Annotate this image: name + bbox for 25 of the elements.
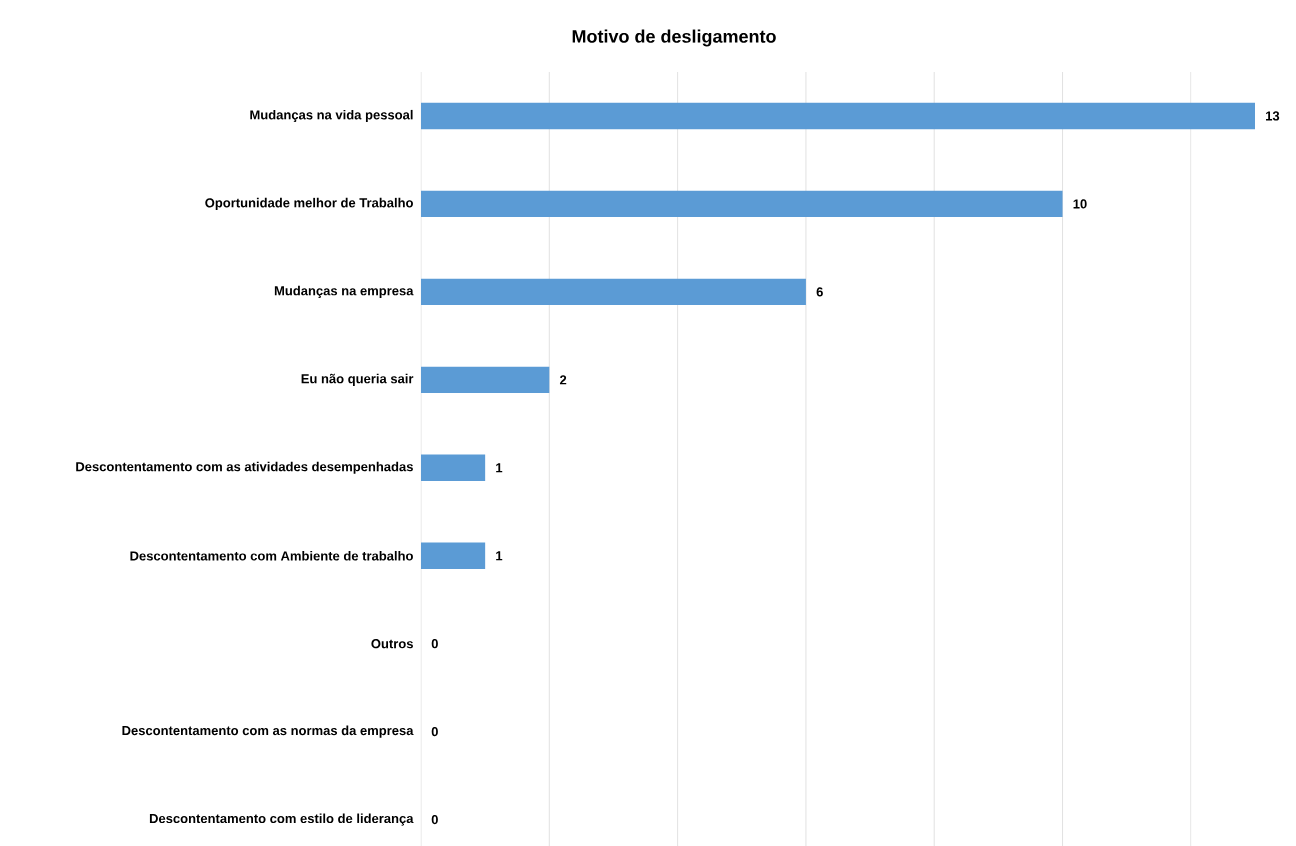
y-tick-label: Mudanças na vida pessoal xyxy=(250,109,413,123)
y-tick-label: Descontentamento com as atividades desempenhadas xyxy=(76,461,413,474)
data-label: 0 xyxy=(431,814,438,825)
data-label: 0 xyxy=(431,639,438,649)
y-tick-label: Eu não queria sair xyxy=(301,373,414,386)
data-label: 6 xyxy=(816,287,823,297)
data-label: 1 xyxy=(496,463,503,473)
data-label: 10 xyxy=(1073,199,1087,209)
y-tick-label: Descontentamento com estilo de liderança xyxy=(149,813,414,826)
data-label: 0 xyxy=(431,727,438,737)
data-label: 1 xyxy=(496,551,503,561)
y-tick-label: Oportunidade melhor de Trabalho xyxy=(205,197,413,210)
bar xyxy=(421,542,486,569)
chart-title: Motivo de desligamento xyxy=(572,29,776,47)
data-label: 2 xyxy=(559,375,567,385)
bar xyxy=(421,278,806,306)
bar xyxy=(421,102,1255,130)
bar xyxy=(421,454,486,481)
y-tick-label: Mudanças na empresa xyxy=(274,285,414,298)
data-label: 13 xyxy=(1266,111,1280,121)
bar xyxy=(421,366,550,394)
bar xyxy=(421,190,1063,218)
y-tick-label: Descontentamento com Ambiente de trabalho xyxy=(130,550,413,561)
y-tick-label: Outros xyxy=(371,639,413,649)
y-tick-label: Descontentamento com as normas da empresa xyxy=(122,725,414,738)
